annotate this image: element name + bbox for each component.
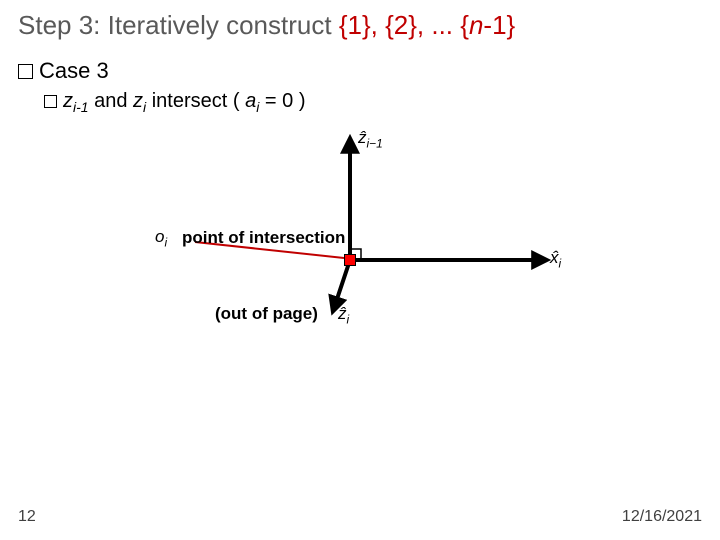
slide-title: Step 3: Iteratively construct {1}, {2}, … (18, 10, 515, 41)
label-x_hat: x̂i (550, 248, 561, 270)
title-prefix: Step 3: Iteratively construct (18, 10, 339, 40)
checkbox-icon (18, 64, 33, 79)
slide-date: 12/16/2021 (622, 508, 702, 526)
diagram: ẑi−1 x̂i ẑi oi point of intersection (out of … (120, 130, 620, 350)
label-z_cur_hat: ẑi (338, 304, 349, 326)
case-line: Case 3 (18, 58, 109, 84)
label-z_prev_hat: ẑi−1 (358, 128, 383, 150)
title-sets: {1}, {2}, ... {n-1} (339, 10, 515, 40)
label-o_i: oi (155, 227, 167, 249)
subcase-line: zi-1 and zi intersect ( ai = 0 ) (44, 90, 305, 115)
page-number: 12 (18, 508, 36, 526)
subcase-text: zi-1 and zi intersect ( ai = 0 ) (63, 90, 305, 112)
checkbox-icon (44, 95, 57, 108)
case-label: Case 3 (39, 58, 109, 83)
label-poi: point of intersection (182, 228, 345, 248)
label-out: (out of page) (215, 304, 318, 324)
